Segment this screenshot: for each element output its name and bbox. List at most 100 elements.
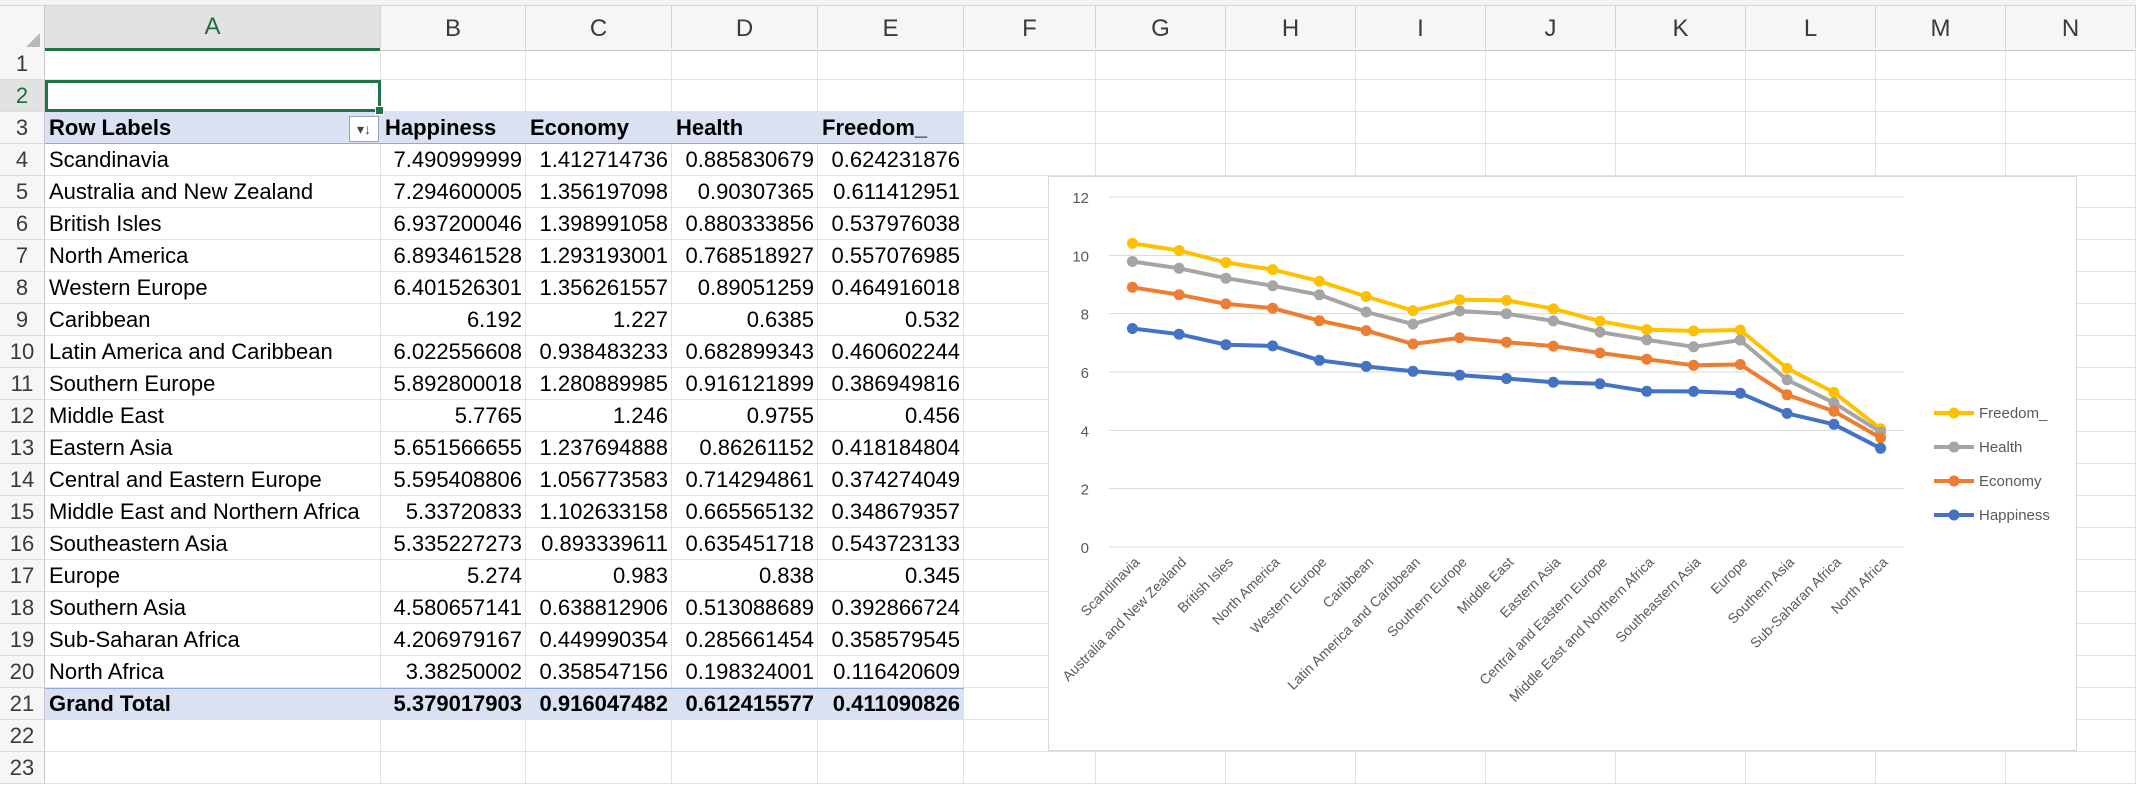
cell[interactable] <box>381 48 526 80</box>
pivot-value[interactable]: 0.358547156 <box>539 659 668 684</box>
cell[interactable] <box>45 272 381 304</box>
pivot-value[interactable]: 6.022556608 <box>393 339 522 364</box>
cell[interactable] <box>1096 80 1226 112</box>
cell[interactable] <box>672 496 818 528</box>
pivot-value[interactable]: 0.348679357 <box>831 499 960 524</box>
cell[interactable] <box>1746 48 1876 80</box>
pivot-value[interactable]: 1.398991058 <box>539 211 668 236</box>
row-header-4[interactable]: 4 <box>0 144 45 176</box>
cell[interactable] <box>1486 80 1616 112</box>
pivot-value[interactable]: 0.714294861 <box>685 467 814 492</box>
pivot-value[interactable]: 0.460602244 <box>831 339 960 364</box>
cell[interactable] <box>526 464 672 496</box>
row-header-19[interactable]: 19 <box>0 624 45 656</box>
column-header-h[interactable]: H <box>1226 6 1356 51</box>
cell[interactable] <box>45 336 381 368</box>
pivot-value[interactable]: 0.557076985 <box>831 243 960 268</box>
cell[interactable] <box>1616 80 1746 112</box>
cell[interactable] <box>381 336 526 368</box>
cell[interactable] <box>381 464 526 496</box>
pivot-row-label[interactable]: Sub-Saharan Africa <box>49 627 240 652</box>
pivot-row-label[interactable]: Scandinavia <box>49 147 169 172</box>
cell[interactable] <box>1746 112 1876 144</box>
pivot-value[interactable]: 0.358579545 <box>831 627 960 652</box>
cell[interactable] <box>1356 48 1486 80</box>
cell[interactable] <box>818 496 964 528</box>
pivot-value[interactable]: 0.983 <box>612 563 668 588</box>
row-header-22[interactable]: 22 <box>0 720 45 752</box>
cell[interactable] <box>2006 752 2136 784</box>
pivot-value[interactable]: 0.9755 <box>746 403 814 428</box>
cell[interactable] <box>1616 144 1746 176</box>
cell[interactable] <box>818 432 964 464</box>
cell[interactable] <box>1486 112 1616 144</box>
column-header-a[interactable]: A <box>45 6 381 51</box>
select-all-corner[interactable] <box>0 6 45 51</box>
pivot-value[interactable]: 4.206979167 <box>393 627 522 652</box>
line-chart[interactable]: 0 2 4 6 8 10 12 Scandinavia Australia and New Ze… <box>1048 176 2077 751</box>
pivot-value[interactable]: 1.280889985 <box>539 371 668 396</box>
cell[interactable] <box>1616 48 1746 80</box>
pivot-value[interactable]: 1.412714736 <box>539 147 668 172</box>
pivot-value[interactable]: 0.513088689 <box>685 595 814 620</box>
cell[interactable] <box>1226 144 1356 176</box>
pivot-value[interactable]: 0.638812906 <box>539 595 668 620</box>
pivot-value[interactable]: 0.938483233 <box>539 339 668 364</box>
cell[interactable] <box>526 528 672 560</box>
cell[interactable] <box>526 144 672 176</box>
pivot-value[interactable]: 4.580657141 <box>393 595 522 620</box>
pivot-value[interactable]: 0.6385 <box>746 307 814 332</box>
pivot-value[interactable]: 1.293193001 <box>539 243 668 268</box>
cell[interactable] <box>1226 752 1356 784</box>
cell[interactable] <box>964 112 1096 144</box>
pivot-value[interactable]: 1.102633158 <box>539 499 668 524</box>
cell[interactable] <box>672 432 818 464</box>
cell[interactable] <box>1226 80 1356 112</box>
pivot-row-label[interactable]: Western Europe <box>49 275 208 300</box>
pivot-value[interactable]: 5.892800018 <box>393 371 522 396</box>
pivot-value[interactable]: 5.33720833 <box>405 499 522 524</box>
pivot-row-label[interactable]: Latin America and Caribbean <box>49 339 333 364</box>
cell[interactable] <box>45 528 381 560</box>
cell[interactable] <box>818 240 964 272</box>
pivot-value[interactable]: 0.537976038 <box>831 211 960 236</box>
cell[interactable] <box>526 720 672 752</box>
pivot-value[interactable]: 5.335227273 <box>393 531 522 556</box>
pivot-value[interactable]: 6.937200046 <box>393 211 522 236</box>
cell[interactable] <box>818 528 964 560</box>
pivot-value[interactable]: 0.386949816 <box>831 371 960 396</box>
pivot-value[interactable]: 0.345 <box>904 563 960 588</box>
row-header-20[interactable]: 20 <box>0 656 45 688</box>
cell[interactable] <box>1356 80 1486 112</box>
cell[interactable] <box>818 464 964 496</box>
cell[interactable] <box>672 304 818 336</box>
cell[interactable] <box>526 48 672 80</box>
cell[interactable] <box>672 400 818 432</box>
pivot-row-label[interactable]: North America <box>49 243 189 268</box>
pivot-row-label[interactable]: Australia and New Zealand <box>49 179 314 204</box>
pivot-value[interactable]: 3.38250002 <box>405 659 522 684</box>
cell[interactable] <box>1356 112 1486 144</box>
row-header-6[interactable]: 6 <box>0 208 45 240</box>
cell[interactable] <box>526 272 672 304</box>
pivot-row-label[interactable]: Eastern Asia <box>49 435 173 460</box>
pivot-value[interactable]: 1.056773583 <box>539 467 668 492</box>
cell[interactable] <box>526 496 672 528</box>
cell[interactable] <box>672 656 818 688</box>
cell[interactable] <box>381 272 526 304</box>
pivot-value[interactable]: 5.274 <box>466 563 522 588</box>
cell[interactable] <box>381 720 526 752</box>
pivot-value[interactable]: 0.893339611 <box>541 531 668 556</box>
row-header-11[interactable]: 11 <box>0 368 45 400</box>
cell[interactable] <box>381 624 526 656</box>
cell[interactable] <box>381 592 526 624</box>
cell[interactable] <box>1486 48 1616 80</box>
pivot-value[interactable]: 0.90307365 <box>697 179 814 204</box>
cell[interactable] <box>526 400 672 432</box>
cell[interactable] <box>672 272 818 304</box>
cell[interactable] <box>818 592 964 624</box>
pivot-header-health[interactable]: Health <box>676 115 744 140</box>
pivot-value[interactable]: 6.893461528 <box>393 243 522 268</box>
pivot-row-label[interactable]: British Isles <box>49 211 162 236</box>
cell[interactable] <box>818 48 964 80</box>
